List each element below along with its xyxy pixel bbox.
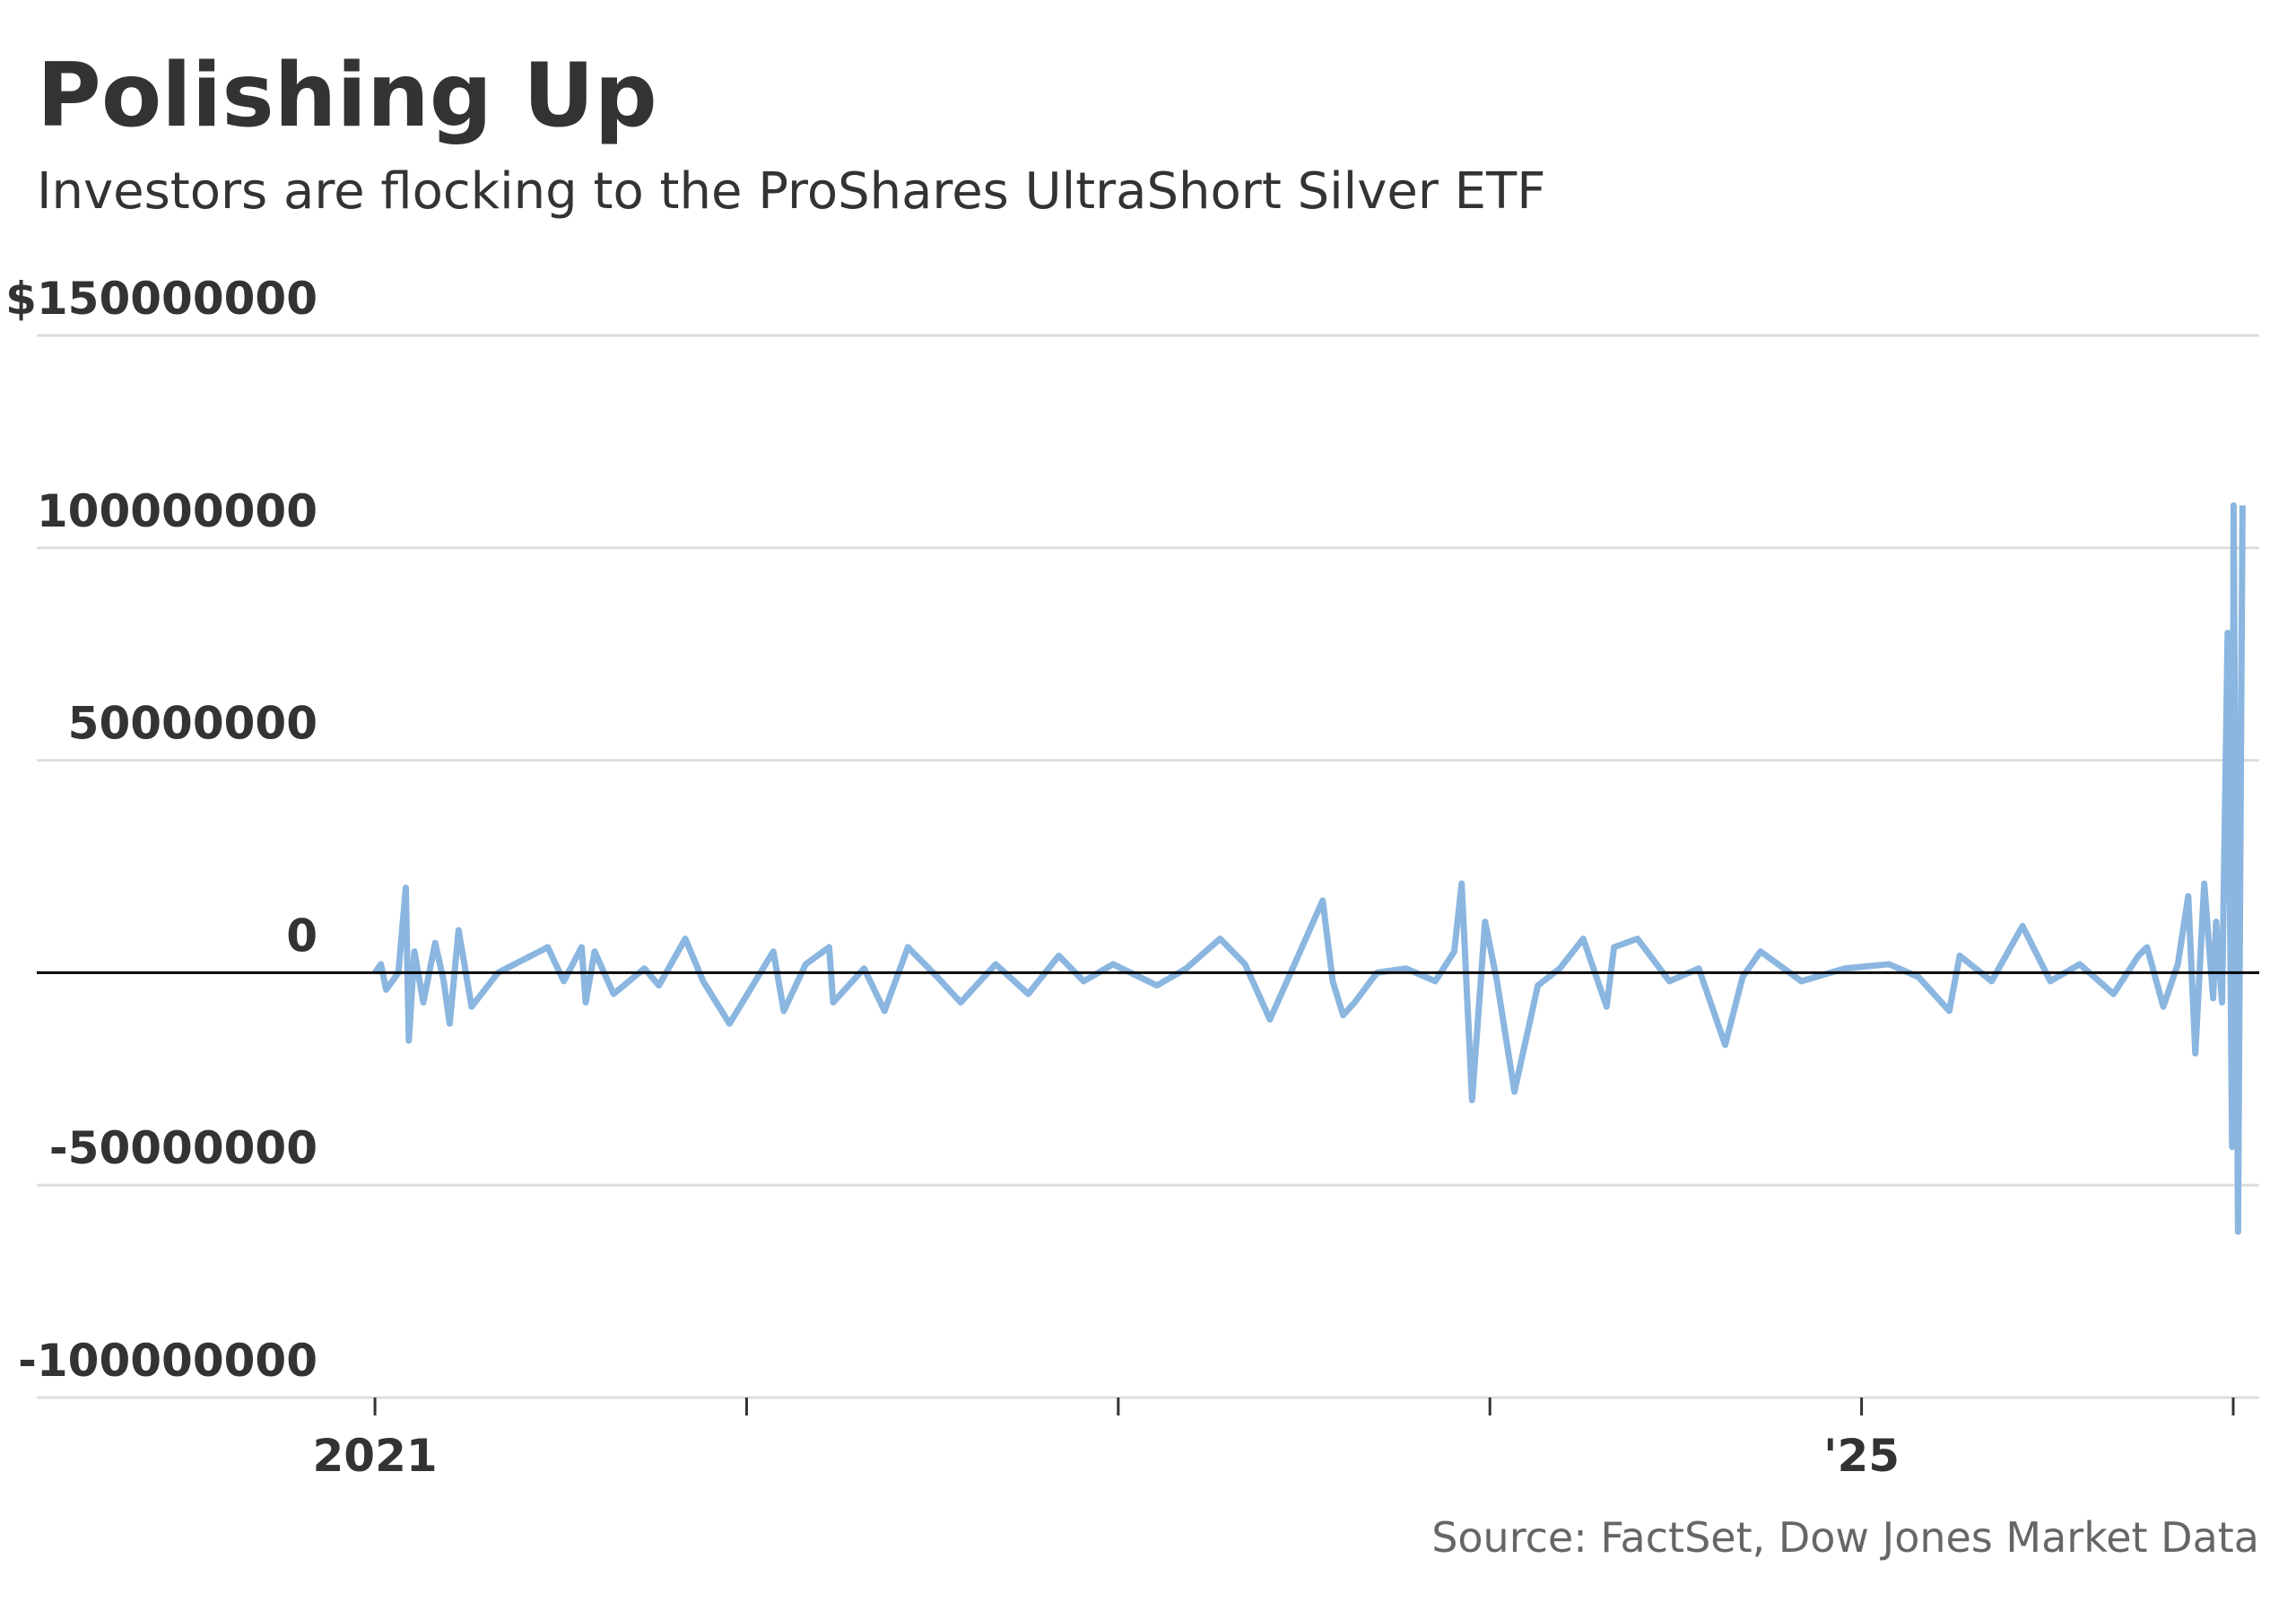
- x-tick-label: '25: [1823, 1430, 1900, 1482]
- chart-title: Polishing Up: [37, 45, 657, 147]
- y-tick-label: -100000000: [18, 1335, 317, 1387]
- y-tick-label: $150000000: [5, 273, 317, 325]
- y-tick-label: 0: [286, 910, 317, 962]
- x-tick-label: 2021: [313, 1430, 438, 1482]
- source-note: Source: FactSet, Dow Jones Market Data: [1431, 1513, 2259, 1562]
- y-tick-label: 100000000: [37, 485, 317, 537]
- y-tick-label: -50000000: [49, 1122, 317, 1174]
- chart-subtitle: Investors are flocking to the ProShares …: [37, 162, 1545, 221]
- y-tick-label: 50000000: [68, 698, 317, 750]
- series-line: [372, 501, 2246, 1235]
